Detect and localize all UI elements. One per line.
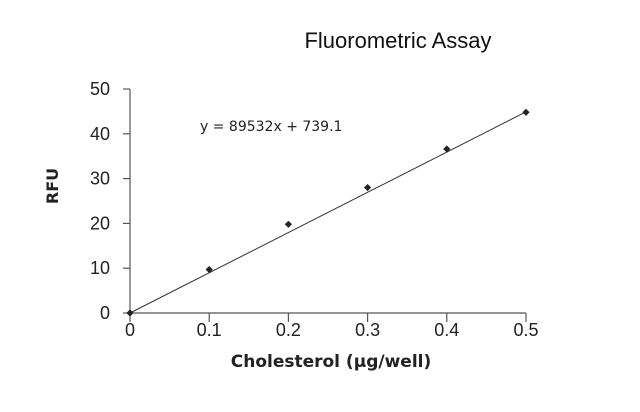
chart-title: Fluorometric Assay [304,28,491,53]
trendline-equation: y = 89532x + 739.1 [200,119,342,135]
y-tick-label: 50 [90,79,110,99]
y-tick-label: 0 [100,303,110,323]
data-point [522,108,530,116]
x-tick-label: 0.4 [434,320,459,340]
y-tick-label: 40 [90,124,110,144]
data-points [126,108,530,317]
data-point [205,265,213,274]
y-axis-label: RFU [43,168,62,204]
trendline [129,111,527,314]
y-tick-label: 10 [90,258,110,278]
x-axis-ticks: 0 0.1 0.2 0.3 0.4 0.5 [125,313,539,340]
y-tick-label: 20 [90,213,110,233]
axes [129,89,526,314]
x-tick-label: 0.2 [276,320,301,340]
data-point [364,183,372,192]
x-tick-label: 0 [125,320,135,340]
x-axis-label: Cholesterol (µg/well) [231,352,432,372]
data-point [443,145,451,153]
y-tick-label: 30 [90,169,110,189]
y-axis-ticks: 0 10 20 30 40 50 [90,79,130,323]
data-point [126,309,134,317]
data-point [284,220,292,228]
x-tick-label: 0.5 [513,320,538,340]
x-tick-label: 0.1 [197,320,222,340]
x-tick-label: 0.3 [355,320,380,340]
